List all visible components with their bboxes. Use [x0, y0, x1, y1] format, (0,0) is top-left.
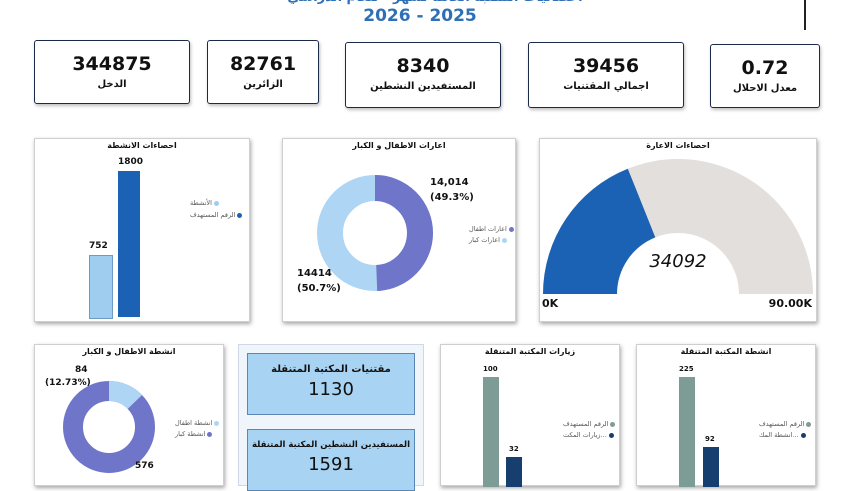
legend-dot — [214, 420, 220, 426]
chart-title: انشطة الاطفال و الكبار — [82, 347, 176, 356]
donut-percent-label: (12.73%) — [45, 378, 91, 388]
card-value: 1130 — [308, 379, 354, 400]
bar-activities — [89, 255, 113, 319]
legend-item: الرقم المستهدف — [563, 420, 616, 428]
kpi-replacement-rate: 0.72 معدل الاحلال — [710, 44, 820, 108]
legend-item: انشطة اطفال — [175, 419, 220, 427]
donut-slice-kids — [63, 381, 155, 473]
legend-label: زيارات المكت... — [563, 431, 607, 439]
gauge-fill — [543, 168, 656, 294]
donut-value-label: 14414 — [297, 268, 332, 279]
legend-item: زيارات المكت... — [563, 431, 614, 439]
card-title: مقتنيات المكتبة المتنقلة — [271, 364, 391, 375]
bar-target — [118, 171, 140, 317]
legend-label: الرقم المستهدف — [759, 420, 805, 428]
legend-item: الرقم المستهدف — [190, 211, 243, 219]
legend-label: اعارات كبار — [469, 236, 500, 244]
legend-dot — [608, 432, 614, 438]
kpi-label: معدل الاحلال — [732, 83, 798, 94]
mobile-visits-panel: زيارات المكتبة المتنقلة 100 32 الرقم الم… — [440, 344, 620, 487]
kpi-value: 344875 — [72, 53, 152, 75]
dashboard-title: احصائيات المكتبة العامة لشهر - للعام الد… — [140, 0, 730, 9]
legend-dot — [806, 421, 812, 427]
bar-value-label: 752 — [89, 241, 108, 251]
legend-item: انشطة المك... — [759, 431, 806, 439]
kpi-visitors: 82761 الزائرين — [207, 40, 319, 104]
donut-percent-label: (50.7%) — [297, 283, 341, 294]
bar-visits — [506, 457, 522, 487]
legend-item: انشطة كبار — [175, 430, 213, 438]
kpi-income: 344875 الدخل — [34, 40, 190, 104]
kpi-value: 8340 — [396, 55, 450, 77]
kpi-total-holdings: 39456 اجمالي المقتنيات — [528, 42, 684, 108]
donut-percent-label: (49.3%) — [430, 192, 474, 203]
gauge-max-label: 90.00K — [768, 297, 812, 310]
kpi-value: 39456 — [572, 55, 640, 77]
legend-label: الرقم المستهدف — [190, 211, 236, 219]
activities-donut — [63, 381, 155, 473]
activities-chart-panel: احصاءات الانشطة 752 1800 الأنشطة الرقم ا… — [34, 138, 250, 322]
kpi-value: 82761 — [229, 53, 297, 75]
gauge-panel: احصاءات الاعارة 34092 0K 90.00K — [539, 138, 817, 322]
bar-value-label: 32 — [509, 445, 519, 453]
kpi-label: الدخل — [97, 79, 127, 90]
gauge-chart — [543, 159, 813, 294]
legend-label: الرقم المستهدف — [563, 420, 609, 428]
donut-value-label: 84 — [75, 365, 88, 375]
kpi-value: 0.72 — [741, 57, 789, 79]
bar-value-label: 92 — [705, 435, 715, 443]
legend-item: اعارات كبار — [469, 236, 507, 244]
legend-dot — [800, 432, 806, 438]
legend-label: الأنشطة — [190, 199, 212, 207]
donut-value-label: 14,014 — [430, 177, 469, 188]
mobile-beneficiaries-card: المستفيدين النشطين المكتبة المتنقلة 1591 — [247, 429, 415, 491]
bar-target — [679, 377, 695, 487]
gauge-min-label: 0K — [542, 297, 559, 310]
dashboard-year: 2026 - 2025 — [363, 6, 477, 26]
kpi-label: المستفيدين النشطين — [370, 81, 476, 92]
legend-label: انشطة كبار — [175, 430, 206, 438]
kpi-active-beneficiaries: 8340 المستفيدين النشطين — [345, 42, 501, 108]
kpi-label: اجمالي المقتنيات — [563, 81, 649, 92]
legend-item: اعارات اطفال — [469, 225, 514, 233]
legend-dot — [501, 237, 507, 243]
chart-title: انشطة المكتبة المتنقلة — [680, 347, 772, 356]
chart-title: اعارات الاطفال و الكبار — [352, 141, 446, 150]
chart-title: احصاءات الاعارة — [646, 141, 710, 150]
donut-slice-kids — [317, 175, 433, 291]
mobile-library-panel: مقتنيات المكتبة المتنقلة 1130 المستفيدين… — [238, 344, 424, 491]
legend-dot — [610, 421, 616, 427]
chart-title: زيارات المكتبة المتنقلة — [484, 347, 576, 356]
activities-donut-panel: انشطة الاطفال و الكبار 84 (12.73%) 576 ا… — [34, 344, 224, 486]
bar-value-label: 1800 — [118, 157, 144, 167]
header-divider — [804, 0, 806, 30]
bar-target — [483, 377, 499, 487]
card-value: 1591 — [308, 454, 354, 475]
mobile-holdings-card: مقتنيات المكتبة المتنقلة 1130 — [247, 353, 415, 415]
bar-value-label: 225 — [679, 365, 694, 373]
legend-dot — [237, 212, 243, 218]
legend-dot — [213, 200, 219, 206]
legend-label: انشطة اطفال — [175, 419, 213, 427]
legend-label: اعارات اطفال — [469, 225, 507, 233]
legend-item: الرقم المستهدف — [759, 420, 812, 428]
gauge-value: 34092 — [649, 251, 707, 272]
donut-value-label: 576 — [135, 461, 154, 471]
mobile-activities-panel: انشطة المكتبة المتنقلة 225 92 الرقم المس… — [636, 344, 816, 487]
borrow-donut — [317, 175, 433, 291]
legend-dot — [207, 431, 213, 437]
legend-item: الأنشطة — [190, 199, 219, 207]
card-title: المستفيدين النشطين المكتبة المتنقلة — [251, 440, 411, 450]
kpi-label: الزائرين — [243, 79, 283, 90]
borrow-donut-panel: اعارات الاطفال و الكبار 14,014 (49.3%) 1… — [282, 138, 516, 322]
legend-label: انشطة المك... — [759, 431, 799, 439]
legend-dot — [508, 226, 514, 232]
bar-value-label: 100 — [483, 365, 498, 373]
chart-title: احصاءات الانشطة — [107, 141, 177, 150]
bar-activities — [703, 447, 719, 487]
